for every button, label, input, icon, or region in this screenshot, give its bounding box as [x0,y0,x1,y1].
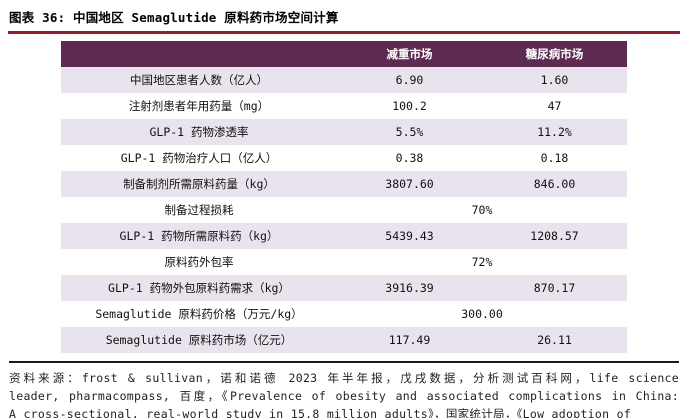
source-section: 资料来源：frost & sullivan，诺和诺德 2023 年半年报，戊戌数… [9,360,679,418]
col-header-blank [61,40,337,67]
table-row: GLP-1 药物外包原料药需求（kg） 3916.39 870.17 [61,274,627,301]
cell-value-weight-loss: 5.5% [395,124,424,139]
cell-value-diabetes: 47 [547,98,562,113]
source-text-line: 资料来源：frost & sullivan，诺和诺德 2023 年半年报，戊戌数… [9,370,679,385]
table-row: Semaglutide 原料药市场（亿元） 117.49 26.11 [61,326,627,353]
cell-value-diabetes: 870.17 [533,280,576,295]
cell-value-diabetes: 11.2% [537,124,572,139]
title-rule [8,31,680,34]
row-label: GLP-1 药物渗透率 [149,124,249,139]
row-label: 制备制剂所需原料药量（kg） [123,176,275,191]
row-label: GLP-1 药物外包原料药需求（kg） [108,280,290,295]
row-label: Semaglutide 原料药市场（亿元） [105,332,293,347]
col-header-weight-loss: 减重市场 [337,40,482,67]
figure-title: 图表 36: 中国地区 Semaglutide 原料药市场空间计算 [9,10,339,25]
cell-value-diabetes: 26.11 [537,332,572,347]
table-row: GLP-1 药物所需原料药（kg） 5439.43 1208.57 [61,222,627,249]
row-label: GLP-1 药物治疗人口（亿人） [120,150,278,165]
market-table: 减重市场 糖尿病市场 中国地区患者人数（亿人） 6.90 1.60 注射剂患者年… [61,40,627,353]
row-label: 制备过程损耗 [164,202,234,217]
figure-title-block: 图表 36: 中国地区 Semaglutide 原料药市场空间计算 [0,0,688,26]
cell-value-weight-loss: 3807.60 [385,176,434,191]
table-header-row: 减重市场 糖尿病市场 [61,40,627,67]
cell-value-diabetes: 0.18 [540,150,569,165]
row-label: 注射剂患者年用药量（mg） [128,98,270,113]
table-row: 制备制剂所需原料药量（kg） 3807.60 846.00 [61,170,627,197]
table-row-merged: 制备过程损耗 70% [61,196,627,223]
row-label: GLP-1 药物所需原料药（kg） [119,228,279,243]
source-text-line: leader, pharmacompass, 百度，《Prevalence of… [9,388,679,403]
table-row: 注射剂患者年用药量（mg） 100.2 47 [61,92,627,119]
table-row: GLP-1 药物治疗人口（亿人） 0.38 0.18 [61,144,627,171]
cell-value-merged: 72% [471,254,493,269]
source-text-line: A cross-sectional, real-world study in 1… [9,406,632,418]
table-row: GLP-1 药物渗透率 5.5% 11.2% [61,118,627,145]
cell-value-merged: 70% [471,202,493,217]
cell-value-diabetes: 846.00 [533,176,576,191]
row-label: 中国地区患者人数（亿人） [130,72,268,87]
table-row-merged: Semaglutide 原料药价格（万元/kg） 300.00 [61,300,627,327]
row-label: 原料药外包率 [164,254,234,269]
cell-value-weight-loss: 3916.39 [385,280,434,295]
cell-value-weight-loss: 100.2 [392,98,427,113]
cell-value-weight-loss: 5439.43 [385,228,434,243]
cell-value-diabetes: 1.60 [540,72,569,87]
cell-value-weight-loss: 0.38 [395,150,424,165]
cell-value-weight-loss: 6.90 [395,72,424,87]
col-header-diabetes: 糖尿病市场 [482,40,627,67]
cell-value-diabetes: 1208.57 [530,228,579,243]
row-label: Semaglutide 原料药价格（万元/kg） [95,306,303,321]
cell-value-merged: 300.00 [461,306,503,321]
table-row-merged: 原料药外包率 72% [61,248,627,275]
cell-value-weight-loss: 117.49 [388,332,431,347]
table-row: 中国地区患者人数（亿人） 6.90 1.60 [61,66,627,93]
